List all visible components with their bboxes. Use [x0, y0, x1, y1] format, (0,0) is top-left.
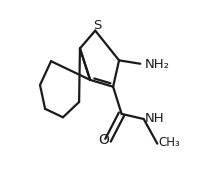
Text: O: O: [98, 133, 109, 147]
Text: NH₂: NH₂: [145, 58, 170, 71]
Text: S: S: [93, 19, 101, 32]
Text: CH₃: CH₃: [158, 136, 180, 149]
Text: NH: NH: [145, 112, 164, 125]
